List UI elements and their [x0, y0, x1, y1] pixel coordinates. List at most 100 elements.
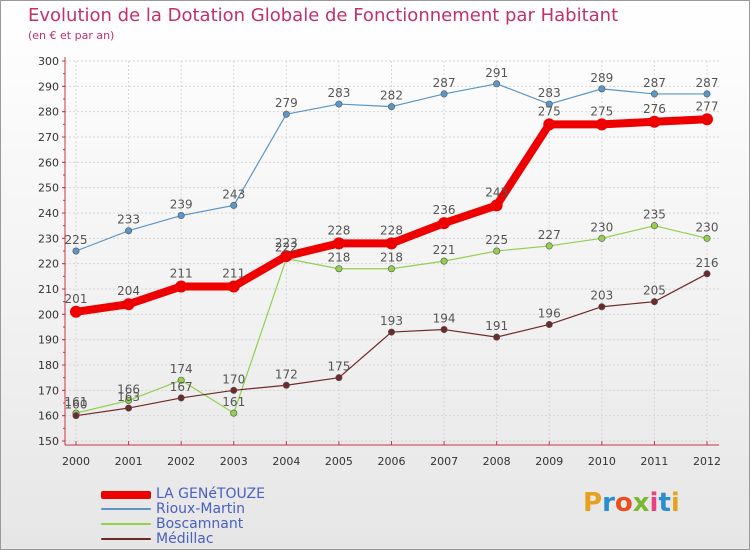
data-point-la-genetouze — [332, 237, 345, 250]
data-label-la-genetouze: 275 — [590, 104, 613, 118]
data-label-medillac: 196 — [538, 306, 561, 320]
data-label-la-genetouze: 236 — [433, 203, 456, 217]
data-point-medillac — [177, 394, 185, 402]
x-tick-label: 2005 — [325, 455, 353, 468]
logo-letter: x — [632, 488, 650, 518]
data-point-la-genetouze — [543, 118, 556, 131]
data-point-medillac — [703, 270, 711, 278]
data-point-rioux-martin — [125, 227, 133, 235]
x-tick-label: 2006 — [378, 455, 406, 468]
data-label-boscamnant: 222 — [275, 241, 298, 255]
y-tick-label: 190 — [38, 334, 59, 347]
legend-label: Boscamnant — [156, 516, 244, 532]
data-label-medillac: 167 — [170, 380, 193, 394]
data-label-boscamnant: 174 — [170, 362, 193, 376]
y-tick-label: 160 — [38, 410, 59, 423]
axis-layer: 150 160 170 180 190 200 210 220 230 240 250 260 270 2… — [38, 55, 721, 468]
data-label-la-genetouze: 277 — [696, 99, 719, 113]
data-label-boscamnant: 218 — [327, 251, 350, 265]
data-label-rioux-martin: 239 — [170, 198, 193, 212]
legend-swatch — [101, 523, 151, 525]
data-point-rioux-martin — [703, 90, 711, 98]
logo-letter: i — [670, 488, 680, 518]
logo-letter: i — [649, 488, 659, 518]
data-label-boscamnant: 161 — [65, 395, 88, 409]
y-tick-label: 210 — [38, 283, 59, 296]
data-point-boscamnant — [493, 247, 501, 255]
data-label-rioux-martin: 283 — [538, 86, 561, 100]
x-tick-label: 2000 — [62, 455, 90, 468]
value-label-layer: 225 233 239 243 279 283 282 287 291 283 289 287 287 1… — [65, 66, 719, 412]
data-label-boscamnant: 161 — [222, 395, 245, 409]
data-point-medillac — [598, 303, 606, 311]
data-point-medillac — [230, 386, 238, 394]
data-point-la-genetouze — [595, 118, 608, 131]
data-point-medillac — [493, 333, 501, 341]
data-point-boscamnant — [230, 409, 238, 417]
data-point-boscamnant — [125, 396, 133, 404]
data-label-rioux-martin: 279 — [275, 96, 298, 110]
legend-swatch — [101, 538, 151, 540]
y-tick-label: 270 — [38, 131, 59, 144]
data-label-la-genetouze: 204 — [117, 284, 140, 298]
data-label-boscamnant: 221 — [433, 243, 456, 257]
y-tick-label: 150 — [38, 435, 59, 448]
data-point-boscamnant — [335, 265, 343, 273]
legend-label: LA GENéTOUZE — [156, 486, 265, 502]
data-point-rioux-martin — [440, 90, 448, 98]
legend-item-medillac: Médillac — [101, 531, 361, 547]
data-label-boscamnant: 235 — [643, 208, 666, 222]
data-point-rioux-martin — [387, 103, 395, 111]
data-point-medillac — [440, 326, 448, 334]
data-point-medillac — [282, 381, 290, 389]
data-label-boscamnant: 230 — [590, 220, 613, 234]
data-point-la-genetouze — [175, 280, 188, 293]
data-label-boscamnant: 230 — [696, 220, 719, 234]
x-tick-label: 2011 — [640, 455, 668, 468]
logo-letter: o — [614, 488, 633, 518]
data-label-la-genetouze: 211 — [222, 266, 245, 280]
legend-item-boscamnant: Boscamnant — [101, 516, 361, 532]
y-tick-label: 300 — [38, 55, 59, 68]
y-tick-label: 200 — [38, 308, 59, 321]
data-point-boscamnant — [650, 222, 658, 230]
data-label-medillac: 205 — [643, 284, 666, 298]
data-point-boscamnant — [598, 234, 606, 242]
data-label-rioux-martin: 291 — [485, 66, 508, 80]
y-tick-label: 280 — [38, 106, 59, 119]
data-point-medillac — [125, 404, 133, 412]
y-tick-label: 290 — [38, 80, 59, 93]
data-point-la-genetouze — [701, 113, 713, 126]
y-tick-label: 250 — [38, 182, 59, 195]
data-label-boscamnant: 225 — [485, 233, 508, 247]
y-tick-label: 260 — [38, 156, 59, 169]
data-label-rioux-martin: 282 — [380, 89, 403, 103]
data-label-rioux-martin: 287 — [433, 76, 456, 90]
data-label-la-genetouze: 243 — [485, 185, 508, 199]
data-point-boscamnant — [177, 376, 185, 384]
data-label-la-genetouze: 276 — [643, 102, 666, 116]
data-label-medillac: 175 — [327, 360, 350, 374]
data-point-rioux-martin — [335, 100, 343, 108]
data-label-rioux-martin: 243 — [222, 187, 245, 201]
data-point-rioux-martin — [650, 90, 658, 98]
data-label-la-genetouze: 228 — [327, 223, 350, 237]
data-label-la-genetouze: 228 — [380, 223, 403, 237]
data-label-rioux-martin: 233 — [117, 213, 140, 227]
data-point-la-genetouze — [490, 199, 503, 212]
y-tick-label: 180 — [38, 359, 59, 372]
x-tick-label: 2007 — [430, 455, 458, 468]
data-point-la-genetouze — [70, 305, 82, 318]
y-tick-label: 230 — [38, 232, 59, 245]
data-label-medillac: 160 — [65, 398, 88, 412]
legend-item-la-genetouze: LA GENéTOUZE — [101, 486, 361, 502]
data-point-boscamnant — [545, 242, 553, 250]
x-tick-label: 2010 — [588, 455, 616, 468]
data-label-medillac: 216 — [696, 256, 719, 270]
data-label-rioux-martin: 287 — [643, 76, 666, 90]
x-tick-label: 2001 — [115, 455, 143, 468]
x-tick-label: 2002 — [167, 455, 195, 468]
data-label-la-genetouze: 275 — [538, 104, 561, 118]
data-point-boscamnant — [387, 265, 395, 273]
